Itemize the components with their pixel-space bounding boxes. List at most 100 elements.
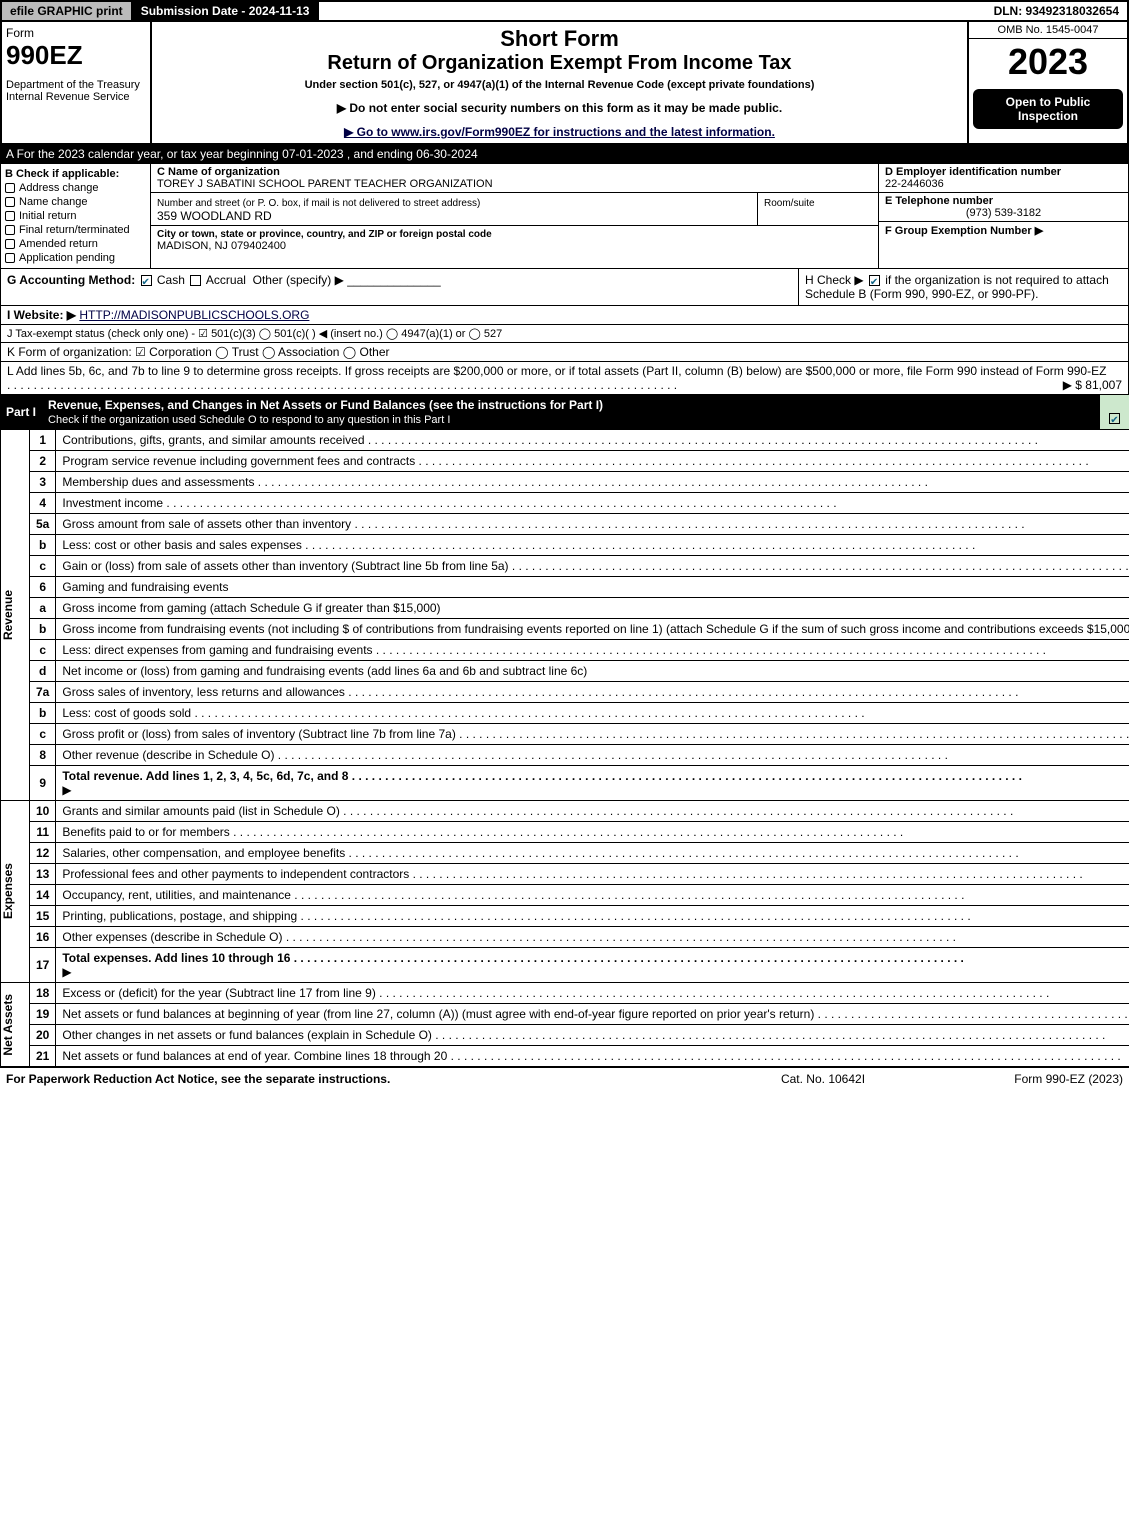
other-label: Other (specify) ▶ (253, 273, 344, 287)
accounting-method: G Accounting Method: Cash Accrual Other … (1, 269, 798, 305)
line-1-desc: Contributions, gifts, grants, and simila… (56, 430, 1129, 451)
efile-print[interactable]: efile GRAPHIC print (2, 2, 133, 20)
ein-heading: D Employer identification number (885, 166, 1061, 178)
line-2: 2 Program service revenue including gove… (1, 451, 1129, 472)
line-21: 21 Net assets or fund balances at end of… (1, 1046, 1129, 1067)
box-b: B Check if applicable: Address change Na… (1, 164, 151, 268)
form-header: Form 990EZ Department of the Treasury In… (0, 22, 1129, 145)
line-8: 8 Other revenue (describe in Schedule O)… (1, 745, 1129, 766)
h-label: H Check ▶ (805, 273, 864, 287)
line-20-desc: Other changes in net assets or fund bala… (56, 1025, 1129, 1046)
line-16: 16 Other expenses (describe in Schedule … (1, 927, 1129, 948)
ck-address-change[interactable]: Address change (5, 182, 146, 194)
gross-receipts-row: L Add lines 5b, 6c, and 7b to line 9 to … (0, 362, 1129, 395)
title-return: Return of Organization Exempt From Incom… (160, 52, 959, 75)
addr-cell: Number and street (or P. O. box, if mail… (151, 193, 758, 225)
line-21-num: 21 (30, 1046, 56, 1067)
form-title-block: Short Form Return of Organization Exempt… (152, 22, 967, 143)
title-short-form: Short Form (160, 26, 959, 52)
line-4-num: 4 (30, 493, 56, 514)
ck-application-pending-label: Application pending (19, 252, 115, 264)
line-21-desc: Net assets or fund balances at end of ye… (56, 1046, 1129, 1067)
lines-table: Revenue 1 Contributions, gifts, grants, … (0, 429, 1129, 1067)
ck-amended-return[interactable]: Amended return (5, 238, 146, 250)
line-7c-desc: Gross profit or (loss) from sales of inv… (56, 724, 1129, 745)
ck-final-return[interactable]: Final return/terminated (5, 224, 146, 236)
line-20-num: 20 (30, 1025, 56, 1046)
netassets-vlabel-cell: Net Assets (1, 983, 30, 1067)
line-6a: a Gross income from gaming (attach Sched… (1, 598, 1129, 619)
line-10: Expenses 10 Grants and similar amounts p… (1, 801, 1129, 822)
line-14-num: 14 (30, 885, 56, 906)
line-7a-num: 7a (30, 682, 56, 703)
website-row: I Website: ▶ HTTP://MADISONPUBLICSCHOOLS… (0, 306, 1129, 325)
line-7a-desc: Gross sales of inventory, less returns a… (56, 682, 1129, 703)
ck-schedule-b[interactable] (869, 275, 880, 286)
website-link[interactable]: HTTP://MADISONPUBLICSCHOOLS.ORG (79, 308, 309, 322)
netassets-vlabel: Net Assets (1, 994, 15, 1056)
line-2-num: 2 (30, 451, 56, 472)
line-6c: c Less: direct expenses from gaming and … (1, 640, 1129, 661)
ck-initial-return[interactable]: Initial return (5, 210, 146, 222)
line-5b-num: b (30, 535, 56, 556)
header-right: OMB No. 1545-0047 2023 Open to Public In… (967, 22, 1127, 143)
org-name-heading: C Name of organization (157, 166, 280, 178)
submission-date: Submission Date - 2024-11-13 (133, 2, 320, 20)
line-15-desc: Printing, publications, postage, and shi… (56, 906, 1129, 927)
line-5b: b Less: cost or other basis and sales ex… (1, 535, 1129, 556)
line-15: 15 Printing, publications, postage, and … (1, 906, 1129, 927)
line-10-num: 10 (30, 801, 56, 822)
irs-link[interactable]: ▶ Go to www.irs.gov/Form990EZ for instru… (344, 125, 775, 139)
part1-sched-o-check[interactable] (1099, 395, 1129, 429)
line-3-num: 3 (30, 472, 56, 493)
ein-value: 22-2446036 (885, 178, 944, 190)
ck-cash[interactable] (141, 275, 152, 286)
group-exemption-heading: F Group Exemption Number ▶ (885, 225, 1043, 237)
line-6-desc: Gaming and fundraising events (56, 577, 1129, 598)
addr-heading: Number and street (or P. O. box, if mail… (157, 198, 480, 209)
line-6a-desc: Gross income from gaming (attach Schedul… (56, 598, 1129, 619)
row-gh: G Accounting Method: Cash Accrual Other … (0, 269, 1129, 306)
line-6d-desc: Net income or (loss) from gaming and fun… (56, 661, 1129, 682)
ck-application-pending[interactable]: Application pending (5, 252, 146, 264)
line-6b: b Gross income from fundraising events (… (1, 619, 1129, 640)
expenses-vlabel-cell: Expenses (1, 801, 30, 983)
line-12: 12 Salaries, other compensation, and emp… (1, 843, 1129, 864)
line-4-desc: Investment income (56, 493, 1129, 514)
line-6b-desc: Gross income from fundraising events (no… (56, 619, 1129, 640)
part1-header: Part I Revenue, Expenses, and Changes in… (0, 395, 1099, 429)
ck-accrual[interactable] (190, 275, 201, 286)
part1-label: Part I (6, 405, 48, 419)
dln: DLN: 93492318032654 (986, 2, 1127, 20)
line-7b: b Less: cost of goods sold 7b (1, 703, 1129, 724)
line-12-num: 12 (30, 843, 56, 864)
cash-label: Cash (157, 273, 185, 287)
line-14-desc: Occupancy, rent, utilities, and maintena… (56, 885, 1129, 906)
line-1: Revenue 1 Contributions, gifts, grants, … (1, 430, 1129, 451)
line-19: 19 Net assets or fund balances at beginn… (1, 1004, 1129, 1025)
line-7b-num: b (30, 703, 56, 724)
instr-no-ssn: ▶ Do not enter social security numbers o… (160, 101, 959, 115)
line-5c-num: c (30, 556, 56, 577)
room-suite-cell: Room/suite (758, 193, 878, 225)
line-6-num: 6 (30, 577, 56, 598)
line-6c-num: c (30, 640, 56, 661)
line-6a-num: a (30, 598, 56, 619)
part1-checknote: Check if the organization used Schedule … (48, 414, 450, 426)
line-12-desc: Salaries, other compensation, and employ… (56, 843, 1129, 864)
phone-heading: E Telephone number (885, 195, 993, 207)
g-label: G Accounting Method: (7, 273, 135, 287)
line-17-num: 17 (30, 948, 56, 983)
line-13-num: 13 (30, 864, 56, 885)
line-9: 9 Total revenue. Add lines 1, 2, 3, 4, 5… (1, 766, 1129, 801)
subtitle: Under section 501(c), 527, or 4947(a)(1)… (160, 79, 959, 91)
box-def: D Employer identification number 22-2446… (878, 164, 1128, 268)
ck-name-change[interactable]: Name change (5, 196, 146, 208)
phone-row: E Telephone number (973) 539-3182 (879, 193, 1128, 222)
ck-address-change-label: Address change (19, 182, 99, 194)
i-label: I Website: ▶ (7, 308, 76, 322)
line-7c-num: c (30, 724, 56, 745)
topbar-spacer (319, 2, 985, 20)
org-name-row: C Name of organization TOREY J SABATINI … (151, 164, 878, 193)
line-16-desc: Other expenses (describe in Schedule O) (56, 927, 1129, 948)
